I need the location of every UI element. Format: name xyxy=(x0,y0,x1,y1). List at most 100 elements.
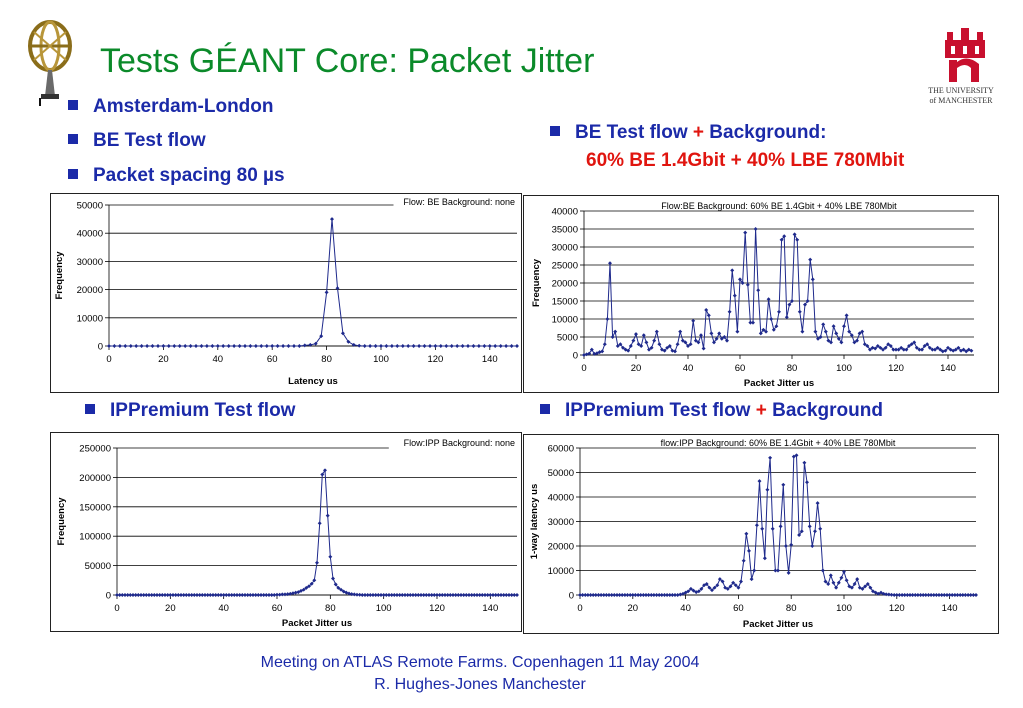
heading-ippremium-background: IPPremium Test flow + Background xyxy=(540,400,883,422)
data-point xyxy=(736,585,741,590)
data-point xyxy=(176,593,181,597)
data-point xyxy=(786,570,791,575)
chart-ipp-no-background: 0 50000 100000 150000 200000 250000 0 20 40 60 80 1… xyxy=(50,432,522,632)
data-point xyxy=(331,576,335,581)
data-point xyxy=(224,593,229,597)
data-point xyxy=(915,593,920,597)
data-point xyxy=(659,593,664,597)
bullet-square-icon xyxy=(68,134,78,144)
data-point xyxy=(749,577,754,582)
chart-title-bg xyxy=(393,195,517,207)
data-point xyxy=(800,329,805,334)
data-point xyxy=(725,586,730,591)
data-point xyxy=(221,593,226,597)
data-point xyxy=(347,591,351,596)
data-point xyxy=(813,329,818,334)
data-point xyxy=(839,575,844,580)
data-point xyxy=(368,344,373,348)
data-point xyxy=(507,593,511,597)
data-point xyxy=(264,593,269,597)
chart-title: flow:IPP Background: 60% BE 1.4Gbit + 40… xyxy=(661,438,896,448)
x-tick-label: 100 xyxy=(376,603,392,614)
data-point xyxy=(583,593,588,597)
x-tick-label: 80 xyxy=(787,363,798,374)
data-point xyxy=(604,593,609,597)
chart-svg: 0 50000 100000 150000 200000 250000 0 20 40 60 80 1… xyxy=(56,438,519,629)
data-point xyxy=(683,340,688,345)
data-point xyxy=(379,593,383,597)
data-point xyxy=(805,480,809,485)
y-tick-label: 20000 xyxy=(77,285,103,296)
data-point xyxy=(860,586,865,591)
data-point xyxy=(776,568,780,573)
data-point xyxy=(259,344,264,348)
data-point xyxy=(443,593,447,597)
data-point xyxy=(868,585,873,590)
data-point xyxy=(790,299,794,303)
y-tick-label: 10000 xyxy=(77,313,103,324)
data-point xyxy=(580,593,585,597)
x-tick-label: 40 xyxy=(218,603,229,614)
data-point xyxy=(875,344,880,348)
data-point xyxy=(281,344,286,348)
data-point xyxy=(731,580,736,585)
data-point xyxy=(923,593,928,597)
heading-ippremium: IPPremium Test flow xyxy=(85,400,295,422)
x-tick-label: 60 xyxy=(735,363,746,374)
data-point xyxy=(339,587,343,592)
x-tick-label: 20 xyxy=(631,363,642,374)
x-tick-label: 140 xyxy=(482,354,498,365)
data-point xyxy=(823,579,828,584)
data-point xyxy=(753,227,758,231)
data-point xyxy=(797,533,802,537)
data-point xyxy=(134,344,139,348)
x-tick-label: 20 xyxy=(628,603,639,614)
data-point xyxy=(641,333,646,338)
data-point xyxy=(945,593,949,597)
data-point xyxy=(456,593,461,597)
chart-title: Flow:IPP Background: none xyxy=(404,438,515,448)
data-point xyxy=(317,521,322,526)
data-point xyxy=(926,593,931,597)
y-tick-label: 0 xyxy=(98,342,103,353)
x-tick-label: 100 xyxy=(373,354,389,365)
y-tick-label: 40000 xyxy=(552,207,578,218)
data-point xyxy=(387,593,391,597)
data-point xyxy=(371,593,375,597)
data-point xyxy=(435,593,439,597)
x-tick-label: 100 xyxy=(836,603,852,614)
data-point xyxy=(667,344,672,348)
y-tick-label: 30000 xyxy=(548,517,574,528)
slide-title: Tests GÉANT Core: Packet Jitter xyxy=(100,42,595,80)
data-point xyxy=(248,593,253,597)
data-point xyxy=(657,342,662,347)
data-point xyxy=(156,344,160,348)
data-point xyxy=(163,593,167,597)
data-point xyxy=(670,593,675,597)
data-point xyxy=(160,593,165,597)
data-point xyxy=(601,593,606,597)
data-point xyxy=(644,340,649,345)
data-point xyxy=(701,346,706,351)
data-point xyxy=(621,345,625,350)
data-point xyxy=(487,344,492,348)
data-point xyxy=(722,335,727,339)
data-point xyxy=(807,524,812,529)
data-point xyxy=(183,344,188,348)
data-point xyxy=(471,344,476,348)
data-point xyxy=(161,344,166,348)
data-point xyxy=(905,593,910,597)
data-point xyxy=(226,344,231,348)
data-point xyxy=(406,344,411,348)
data-point xyxy=(136,593,141,597)
y-tick-label: 200000 xyxy=(79,473,111,484)
data-point xyxy=(466,344,470,348)
data-point xyxy=(245,593,250,597)
data-point xyxy=(221,344,226,348)
series-line xyxy=(583,228,972,356)
data-point xyxy=(821,322,826,327)
data-point xyxy=(389,344,394,348)
data-point xyxy=(125,593,130,597)
data-point xyxy=(515,344,519,348)
data-point xyxy=(842,569,846,574)
